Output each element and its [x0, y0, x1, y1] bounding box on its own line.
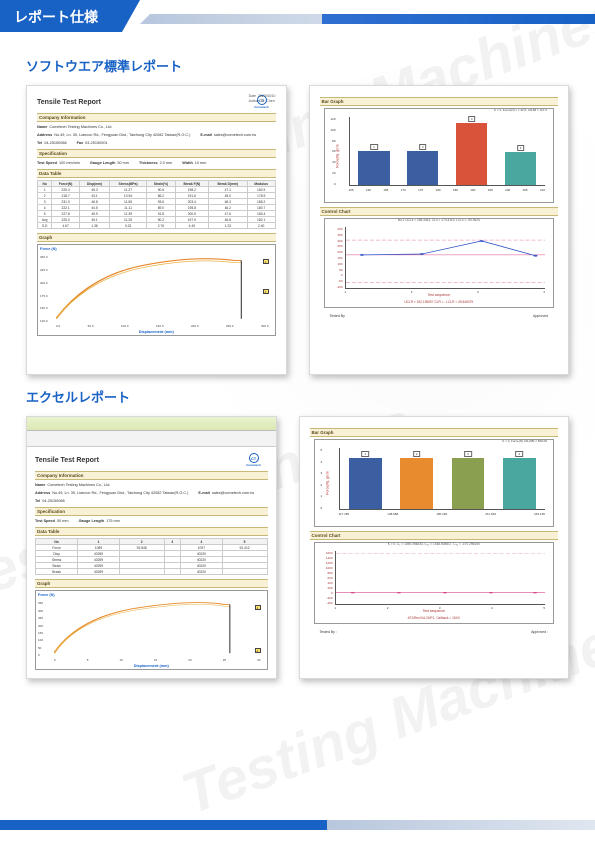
bar-legend: K = 2, Force(N) x = 42.5, x2168 = 127.2: [494, 108, 547, 112]
ctrl-caption-bottom: UCLR = 152.135097 CLR = - LCLR = 49.5460…: [404, 300, 473, 304]
excel-company: NameCometech Testing Machines Co., Ltd. …: [35, 482, 268, 504]
ctrl-caption-top: K = 0, C₁ = 1490.094833, C₂₃ = 1448.0085…: [388, 542, 480, 546]
excel-report-title: Tensile Test Report: [35, 457, 99, 464]
x-axis-label: Displacement (mm): [134, 664, 169, 668]
x-ticks: 0.050.0100.0150.0200.0250.0300.0: [56, 324, 269, 328]
bar-xticks: 117.185148.688180.190211.693243.195: [339, 512, 546, 516]
band-data: Data Table: [37, 169, 276, 178]
header-stripe: [140, 14, 595, 24]
ctrl-caption-top: No.1 UCLx = 258.3451, CLx = 174.4113, LC…: [398, 218, 480, 222]
signature-row: Tested By Approved: [320, 312, 559, 318]
excel-table: No12345Force108992.848109792.412Disp4025…: [35, 538, 268, 575]
bar-y-label: Force(N), g/cm: [325, 471, 329, 494]
y-axis-label: Force (N): [40, 247, 57, 251]
band-company: Company Information: [37, 113, 276, 122]
thumb-software-charts: Bar Graph K = 2, Force(N) x = 42.5, x216…: [309, 85, 570, 375]
chart-flag: 2: [263, 289, 269, 294]
band-graph: Graph: [35, 579, 268, 588]
band-spec: Specification: [35, 507, 268, 516]
ctrl-xlabel: Test sequence: [427, 293, 450, 297]
band-graph: Graph: [37, 233, 276, 242]
company-info: NameCometech Testing Machines Co., Ltd. …: [37, 124, 276, 146]
bar-legend: K = 3, Force(N) LSL(98) = 500.00: [502, 439, 547, 443]
report-meta: Date 2020/03/10 Author Dr. Chen: [249, 94, 276, 105]
page-header: レポート仕様: [0, 0, 595, 32]
page-title: レポート仕様: [14, 9, 98, 25]
bar-yticks: 120100806040200: [331, 117, 336, 186]
ctrl-yticks: 400350300250200150100500-50-100: [329, 227, 343, 289]
bar-yticks: 543210: [321, 448, 323, 510]
thumb-software-report: Date 2020/03/10 Author Dr. Chen Tensile …: [26, 85, 287, 375]
spec-info: Test Speed100 mm/min Gauge Length50 mm T…: [37, 160, 276, 166]
band-control: Control Chart: [310, 531, 559, 540]
band-spec: Specification: [37, 149, 276, 158]
control-chart: No.1 UCLx = 258.3451, CLx = 174.4113, LC…: [324, 218, 555, 308]
ctrl-caption-bottom: AT1/Rev.0/A.00/P1, Callback = 15XX: [408, 616, 460, 620]
page-title-tab: レポート仕様: [0, 0, 140, 32]
bar-xticks: 155160165170175180185190195200205210: [349, 188, 546, 192]
band-bargraph: Bar Graph: [320, 97, 559, 106]
chart-flag: 2: [255, 648, 261, 653]
chart-flag: 1: [263, 259, 269, 264]
report-title: Tensile Test Report: [37, 99, 101, 106]
ctrl-yticks: 16001400120010008006004002000-200-400: [319, 551, 333, 605]
bars-area: 1234: [349, 117, 546, 186]
cometech-logo: CT Cometech: [240, 452, 268, 468]
thumb-excel-report: Tensile Test Report CT Cometech Company …: [26, 416, 277, 679]
excel-spec: Test Speed50 mm Gauge Length175 mm: [35, 518, 268, 524]
band-control: Control Chart: [320, 207, 559, 216]
chart-flag: 1: [255, 605, 261, 610]
section-title-excel: エクセルレポート: [26, 387, 569, 406]
bar-chart: K = 2, Force(N) x = 42.5, x2168 = 127.2 …: [324, 108, 555, 203]
signature-row: Tested By : Approved :: [310, 628, 559, 634]
x-ticks: 051015202530: [54, 658, 261, 662]
data-table: NoForce(N)Disp(mm)Stress(MPa)Strain(%)Br…: [37, 180, 276, 229]
footer-stripe: [0, 820, 595, 830]
excel-ribbon: [27, 431, 276, 447]
excel-control-chart: K = 0, C₁ = 1490.094833, C₂₃ = 1448.0085…: [314, 542, 555, 624]
band-company: Company Information: [35, 471, 268, 480]
ctrl-xlabel: Test sequence: [422, 609, 445, 613]
excel-bar-chart: K = 3, Force(N) LSL(98) = 500.00 Force(N…: [314, 439, 555, 527]
y-axis-label: Force (N): [38, 593, 55, 597]
force-displacement-chart: Force (N) 250.0225.0200.0175.0150.0125.0…: [37, 244, 276, 336]
y-ticks: 250.0225.0200.0175.0150.0125.0: [40, 255, 48, 323]
band-bargraph: Bar Graph: [310, 428, 559, 437]
thumb-excel-charts: Bar Graph K = 3, Force(N) LSL(98) = 500.…: [299, 416, 570, 679]
section-title-software: ソフトウエア標準レポート: [26, 56, 569, 75]
x-axis-label: Displacement (mm): [139, 330, 174, 334]
excel-force-chart: Force (N) 350300250200150100500 05101520…: [35, 590, 268, 670]
y-ticks: 350300250200150100500: [38, 601, 43, 657]
excel-titlebar: [27, 417, 276, 431]
bars-area: 1234: [339, 448, 546, 510]
band-data: Data Table: [35, 527, 268, 536]
